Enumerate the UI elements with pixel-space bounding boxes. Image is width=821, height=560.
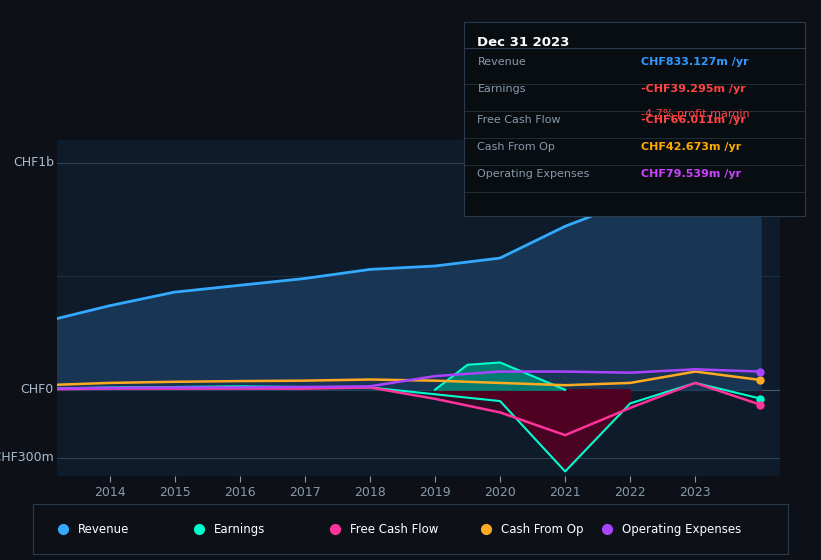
Text: CHF1b: CHF1b <box>13 156 54 169</box>
Text: -CHF39.295m /yr: -CHF39.295m /yr <box>641 84 745 94</box>
Text: Revenue: Revenue <box>478 57 526 67</box>
Text: CHF42.673m /yr: CHF42.673m /yr <box>641 142 741 152</box>
Text: Cash From Op: Cash From Op <box>478 142 555 152</box>
Text: -4.7% profit margin: -4.7% profit margin <box>641 109 750 119</box>
Text: Operating Expenses: Operating Expenses <box>622 522 741 536</box>
Text: Revenue: Revenue <box>78 522 130 536</box>
Text: Free Cash Flow: Free Cash Flow <box>350 522 438 536</box>
Text: Earnings: Earnings <box>478 84 526 94</box>
Text: -CHF300m: -CHF300m <box>0 451 54 464</box>
Text: CHF0: CHF0 <box>21 383 54 396</box>
Text: Free Cash Flow: Free Cash Flow <box>478 115 561 125</box>
Text: -CHF66.011m /yr: -CHF66.011m /yr <box>641 115 746 125</box>
Text: Dec 31 2023: Dec 31 2023 <box>478 36 570 49</box>
Text: CHF833.127m /yr: CHF833.127m /yr <box>641 57 749 67</box>
Text: Earnings: Earnings <box>214 522 265 536</box>
Text: Operating Expenses: Operating Expenses <box>478 169 589 179</box>
Text: Cash From Op: Cash From Op <box>501 522 584 536</box>
Text: CHF79.539m /yr: CHF79.539m /yr <box>641 169 741 179</box>
